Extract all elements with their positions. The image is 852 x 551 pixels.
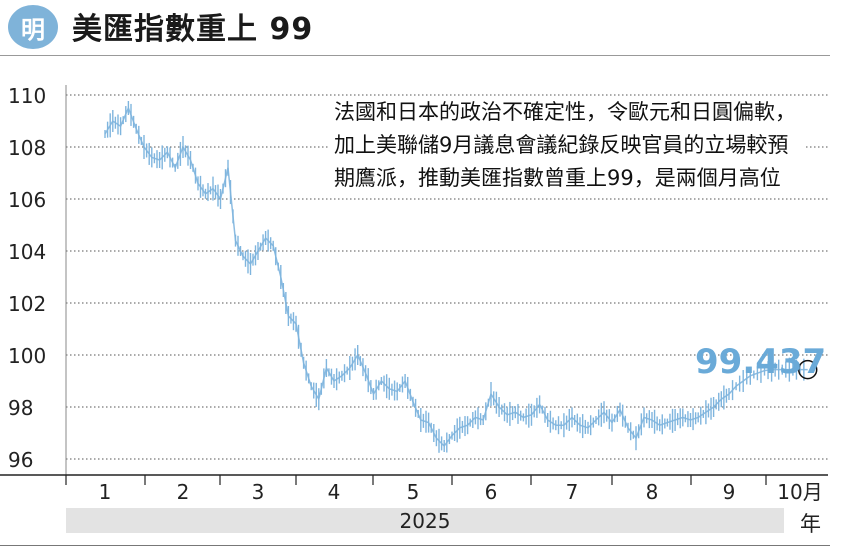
x-tick-label: 8	[646, 480, 659, 504]
year-label: 2025	[399, 508, 451, 533]
x-tick-label: 9	[723, 480, 736, 504]
y-tick-label: 108	[8, 136, 46, 160]
x-tick-label: 7	[566, 480, 579, 504]
y-tick-label: 102	[8, 292, 46, 316]
y-tick-label: 98	[8, 396, 33, 420]
x-tick-label: 10月	[777, 480, 822, 504]
chart-title: 美匯指數重上 99	[72, 12, 314, 47]
title-divider	[0, 55, 830, 56]
bottom-divider	[0, 545, 830, 546]
last-value-label: 99.437	[695, 342, 827, 382]
x-tick-label: 3	[252, 480, 265, 504]
newspaper-logo: 明	[8, 5, 58, 49]
y-tick-label: 110	[8, 84, 46, 108]
year-suffix: 年	[800, 512, 821, 536]
series-line	[104, 105, 808, 448]
y-tick-label: 106	[8, 188, 46, 212]
x-tick-label: 1	[99, 480, 112, 504]
last-value-marker	[797, 359, 818, 380]
y-tick-label: 96	[8, 448, 33, 472]
x-tick-label: 4	[328, 480, 341, 504]
chart-annotation: 法國和日本的政治不確定性，令歐元和日圓偏軟，加上美聯儲9月議息會議紀錄反映官員的…	[328, 96, 805, 195]
y-tick-label: 104	[8, 240, 46, 264]
logo-text: 明	[21, 15, 45, 44]
x-tick-label: 2	[177, 480, 190, 504]
y-tick-label: 100	[8, 344, 46, 368]
x-tick-label: 5	[407, 480, 420, 504]
year-band: 2025	[66, 508, 784, 533]
x-tick-label: 6	[485, 480, 498, 504]
